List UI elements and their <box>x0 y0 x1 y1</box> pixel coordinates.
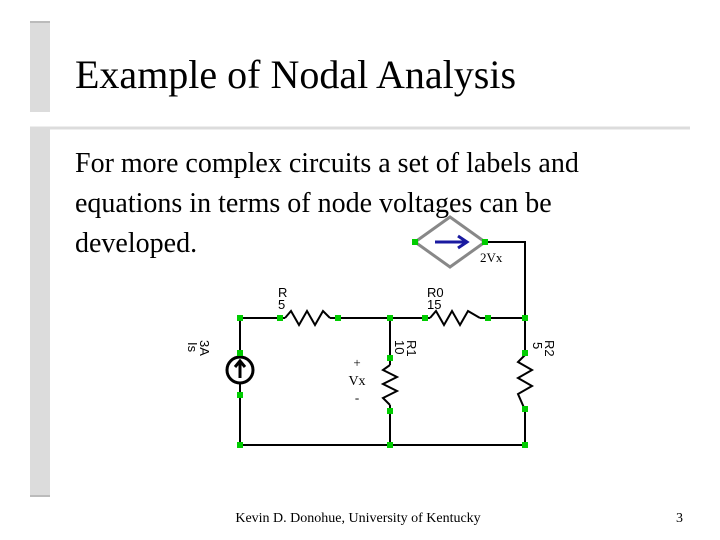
node <box>237 315 243 321</box>
resistor-name: R2 <box>542 340 557 357</box>
resistor <box>284 308 331 328</box>
node <box>482 239 488 245</box>
resistor-name: R1 <box>404 340 419 357</box>
resistor-value: 10 <box>392 340 407 354</box>
node <box>387 442 393 448</box>
wire <box>485 241 526 318</box>
node <box>422 315 428 321</box>
title: Example of Nodal Analysis <box>75 52 516 97</box>
node <box>522 442 528 448</box>
source-arrow <box>233 358 247 378</box>
node <box>237 350 243 356</box>
vx-plus: + <box>353 355 360 370</box>
resistor-value: 5 <box>278 297 285 312</box>
node <box>335 315 341 321</box>
node <box>277 315 283 321</box>
node <box>387 315 393 321</box>
body-line: developed. <box>75 228 197 259</box>
node <box>522 350 528 356</box>
source-name: Is <box>185 342 200 353</box>
wire <box>239 317 526 446</box>
node <box>522 406 528 412</box>
dependent-source-label: 2Vx <box>480 250 503 265</box>
node <box>237 392 243 398</box>
source-arrow <box>435 234 470 250</box>
node <box>485 315 491 321</box>
resistor-value: 5 <box>530 342 545 349</box>
vx-minus: - <box>355 390 359 405</box>
body-line: For more complex circuits a set of label… <box>75 148 579 179</box>
body-line: equations in terms of node voltages can … <box>75 188 552 219</box>
source-value: 3A <box>197 340 212 356</box>
circuit: 2Vx R 5 R0 15 3A Is R1 10 R2 5 + Vx - <box>185 215 557 448</box>
resistor <box>429 308 481 328</box>
resistor-value: 15 <box>427 297 441 312</box>
decor-bar <box>30 128 50 496</box>
resistor <box>515 354 535 411</box>
footer: Kevin D. Donohue, University of Kentucky <box>235 511 480 526</box>
resistor <box>380 364 400 406</box>
node <box>522 315 528 321</box>
node <box>412 239 418 245</box>
vx-label: Vx <box>348 374 365 389</box>
resistor-name: R0 <box>427 285 444 300</box>
node <box>387 355 393 361</box>
page-number: 3 <box>676 511 683 526</box>
resistor-name: R <box>278 285 287 300</box>
node <box>387 408 393 414</box>
node <box>237 442 243 448</box>
decor-bar <box>30 22 50 112</box>
nodes <box>237 239 528 448</box>
